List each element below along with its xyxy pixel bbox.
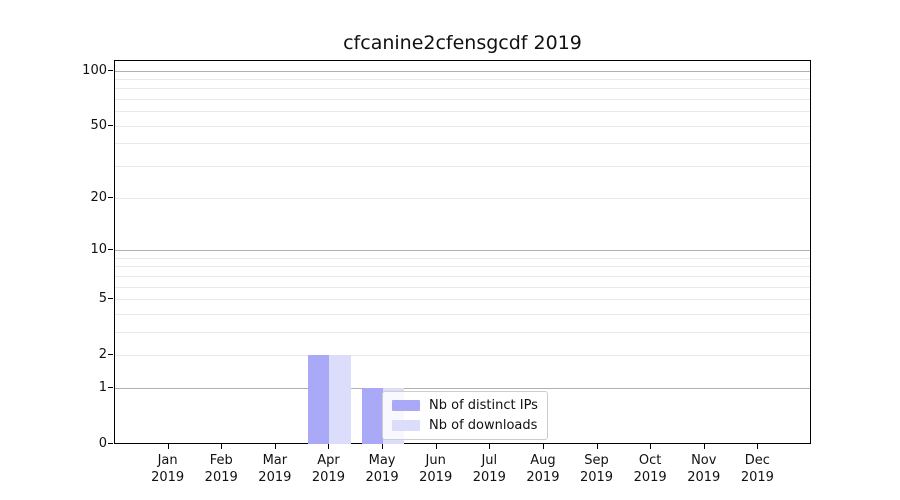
gridline-minor <box>115 275 810 277</box>
gridline-minor <box>115 266 810 268</box>
x-tick-mark <box>489 444 491 449</box>
gridline-minor <box>115 88 810 90</box>
gridline-minor <box>115 125 810 127</box>
bar-apr-s1 <box>329 355 351 444</box>
legend: Nb of distinct IPs Nb of downloads <box>382 391 548 440</box>
x-tick-mark <box>328 444 330 449</box>
gridline-minor <box>115 355 810 357</box>
gridline-minor <box>115 197 810 199</box>
x-tick-mark <box>650 444 652 449</box>
x-tick-label: Sep 2019 <box>579 453 614 485</box>
gridline-minor <box>115 99 810 101</box>
y-tick-mark <box>108 386 113 388</box>
x-tick-label: Feb 2019 <box>204 453 238 485</box>
y-tick-label: 0 <box>98 436 107 451</box>
x-tick-label: Jan 2019 <box>151 453 185 485</box>
gridline-minor <box>115 257 810 259</box>
legend-swatch <box>392 400 420 411</box>
x-tick-mark <box>703 444 705 449</box>
x-tick-label: Jun 2019 <box>419 453 453 485</box>
x-tick-mark <box>757 444 759 449</box>
gridline-major <box>115 387 810 389</box>
x-tick-label: Oct 2019 <box>633 453 667 485</box>
x-tick-label: Apr 2019 <box>311 453 345 485</box>
y-tick-label: 1 <box>98 379 107 395</box>
x-tick-mark <box>274 444 276 449</box>
y-tick-mark <box>108 297 113 299</box>
y-tick-mark <box>108 354 113 356</box>
x-tick-mark <box>596 444 598 449</box>
legend-swatch <box>392 420 420 431</box>
y-tick-label: 100 <box>82 62 107 78</box>
x-tick-label: Nov 2019 <box>687 453 721 485</box>
gridline-minor <box>115 313 810 315</box>
x-tick-label: Dec 2019 <box>740 453 774 485</box>
y-tick-label: 20 <box>90 189 107 205</box>
gridline-minor <box>115 331 810 333</box>
legend-label: Nb of downloads <box>429 418 538 433</box>
x-tick-mark <box>542 444 544 449</box>
gridline-minor <box>115 111 810 113</box>
x-tick-label: Mar 2019 <box>258 453 292 485</box>
gridline-minor <box>115 298 810 300</box>
gridline-major <box>115 70 810 72</box>
gridline-minor <box>115 143 810 145</box>
y-tick-mark <box>108 248 113 250</box>
y-tick-label: 5 <box>98 290 107 306</box>
legend-label: Nb of distinct IPs <box>429 398 538 413</box>
chart-title: cfcanine2cfensgcdf 2019 <box>343 32 582 54</box>
y-tick-label: 10 <box>90 241 107 257</box>
bar-apr-s0 <box>308 355 330 444</box>
x-tick-label: May 2019 <box>365 453 399 485</box>
x-tick-label: Jul 2019 <box>472 453 506 485</box>
x-tick-mark <box>167 444 169 449</box>
y-tick-mark <box>108 443 113 444</box>
bar-may-s0 <box>361 387 384 444</box>
x-tick-mark <box>435 444 437 449</box>
x-tick-mark <box>221 444 223 449</box>
gridline-minor <box>115 166 810 168</box>
x-tick-label: Aug 2019 <box>526 453 560 485</box>
legend-row: Nb of downloads <box>392 418 538 433</box>
y-tick-mark <box>108 69 113 71</box>
gridline-major <box>115 249 810 251</box>
y-tick-label: 2 <box>98 347 107 363</box>
gridline-minor <box>115 78 810 80</box>
y-tick-label: 50 <box>90 117 107 133</box>
plot-area: Nb of distinct IPs Nb of downloads <box>114 60 811 444</box>
x-tick-mark <box>382 444 384 449</box>
gridline-minor <box>115 286 810 288</box>
y-tick-mark <box>108 124 113 126</box>
y-tick-mark <box>108 196 113 198</box>
legend-row: Nb of distinct IPs <box>392 398 538 413</box>
